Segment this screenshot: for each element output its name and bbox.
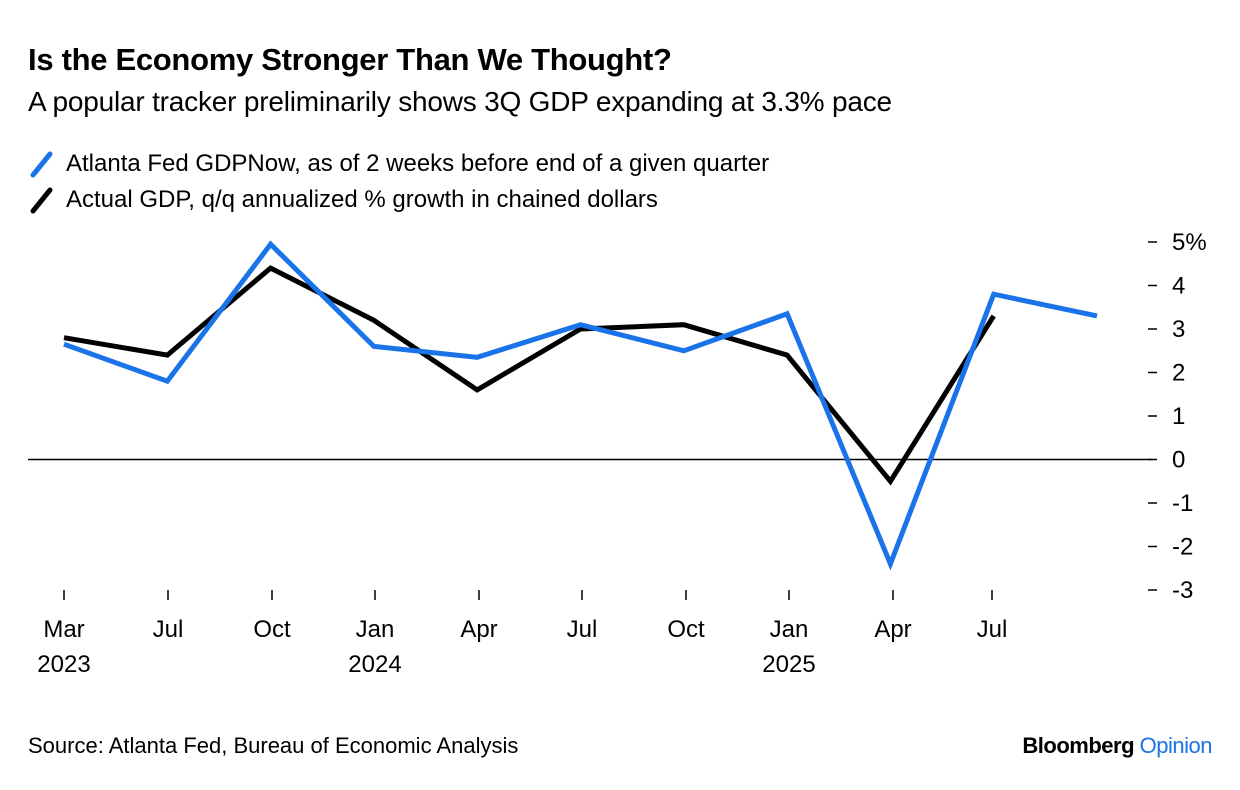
legend-item-gdpnow: Atlanta Fed GDPNow, as of 2 weeks before… bbox=[28, 146, 769, 182]
x-tick-label-month: Jan bbox=[770, 616, 809, 643]
series-group bbox=[63, 240, 1098, 571]
x-tick-label-month: Oct bbox=[253, 616, 291, 643]
x-tick-label-month: Jul bbox=[153, 616, 184, 643]
legend-label-gdpnow: Atlanta Fed GDPNow, as of 2 weeks before… bbox=[66, 150, 770, 177]
legend: Atlanta Fed GDPNow, as of 2 weeks before… bbox=[28, 146, 769, 218]
source-note: Source: Atlanta Fed, Bureau of Economic … bbox=[28, 733, 519, 758]
legend-item-actual: Actual GDP, q/q annualized % growth in c… bbox=[28, 182, 769, 218]
y-tick-label: 2 bbox=[1172, 360, 1185, 387]
x-tick-label-month: Mar bbox=[43, 616, 84, 643]
x-tick-label-month: Jul bbox=[977, 616, 1008, 643]
x-tick-label-year: 2024 bbox=[348, 651, 401, 678]
x-tick-label-month: Jul bbox=[567, 616, 598, 643]
y-tick-label: -3 bbox=[1172, 577, 1193, 604]
y-axis: 5% 4 3 2 1 0 -1 -2 -3 bbox=[1148, 229, 1207, 604]
series-line-gdpnow bbox=[63, 240, 1098, 571]
y-tick-label: 5% bbox=[1172, 229, 1207, 256]
x-tick-label-year: 2023 bbox=[37, 651, 90, 678]
y-tick-label: -1 bbox=[1172, 490, 1193, 517]
x-tick-label-month: Jan bbox=[356, 616, 395, 643]
x-tick-label-year: 2025 bbox=[762, 651, 815, 678]
brand-main: Bloomberg bbox=[1022, 733, 1135, 758]
x-tick-label-month: Apr bbox=[460, 616, 497, 643]
x-tick-label-month: Oct bbox=[667, 616, 705, 643]
y-tick-label: 4 bbox=[1172, 273, 1185, 300]
brand-accent: Opinion bbox=[1139, 733, 1213, 758]
legend-swatch-actual bbox=[30, 187, 53, 214]
y-tick-label: 3 bbox=[1172, 316, 1185, 343]
y-tick-label: -2 bbox=[1172, 534, 1193, 561]
series-line-actual-gdp bbox=[63, 265, 996, 486]
chart-title: Is the Economy Stronger Than We Thought? bbox=[28, 42, 672, 77]
x-tick-label-month: Apr bbox=[874, 616, 911, 643]
brand-logo: Bloomberg Opinion bbox=[1022, 733, 1212, 759]
y-tick-label: 1 bbox=[1172, 403, 1185, 430]
legend-swatch-gdpnow bbox=[30, 151, 53, 178]
chart-subtitle: A popular tracker preliminarily shows 3Q… bbox=[28, 86, 892, 117]
x-axis: Mar 2023 Jul Oct Jan 2024 Apr Jul Oct Jan 2025 Apr J… bbox=[37, 590, 1007, 678]
legend-label-actual: Actual GDP, q/q annualized % growth in c… bbox=[66, 186, 658, 213]
y-tick-label: 0 bbox=[1172, 447, 1185, 474]
